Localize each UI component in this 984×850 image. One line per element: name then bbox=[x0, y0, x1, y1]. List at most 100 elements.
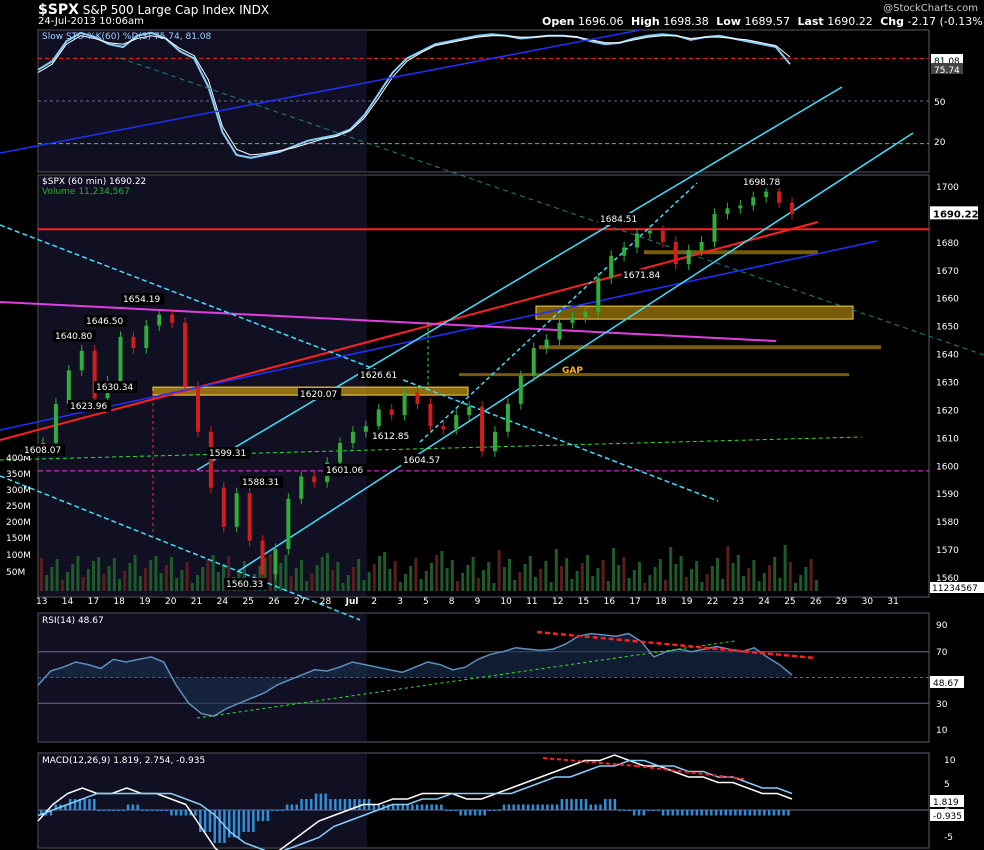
price-annotation: 1623.96 bbox=[70, 402, 107, 412]
macd-hist-bar bbox=[199, 810, 202, 832]
volume-bar bbox=[274, 571, 277, 591]
macd-hist-bar bbox=[681, 810, 684, 816]
volume-bar bbox=[144, 568, 147, 591]
price-annotation: 1646.50 bbox=[86, 317, 123, 327]
candle-body bbox=[260, 540, 265, 575]
volume-bar bbox=[164, 565, 168, 591]
macd-hist-bar bbox=[391, 804, 395, 810]
x-tick-label: 12 bbox=[552, 597, 563, 607]
candle-body bbox=[738, 205, 743, 209]
macd-hist-bar bbox=[93, 799, 96, 810]
macd-hist-bar bbox=[242, 810, 245, 832]
volume-bar bbox=[539, 569, 543, 591]
volume-bar bbox=[778, 578, 782, 591]
price-annotation: 1599.31 bbox=[209, 449, 246, 459]
candle-body bbox=[363, 426, 368, 432]
candle-body bbox=[492, 431, 497, 452]
annotation-bg bbox=[224, 578, 268, 590]
annotation-bg bbox=[68, 400, 112, 412]
volume-bar bbox=[580, 563, 584, 591]
candle-body bbox=[299, 476, 304, 499]
volume-bar bbox=[263, 558, 267, 591]
volume-bar bbox=[128, 563, 132, 591]
x-tick-label: 26 bbox=[810, 597, 822, 607]
volume-tick-label: 350M bbox=[6, 470, 31, 480]
volume-bar bbox=[809, 559, 813, 591]
candle-body bbox=[570, 317, 575, 323]
rsi-tick-label: 90 bbox=[936, 621, 948, 631]
volume-bar bbox=[742, 576, 745, 591]
volume-bar bbox=[289, 576, 293, 591]
candle-body bbox=[415, 392, 420, 404]
macd-hist-bar bbox=[647, 810, 650, 811]
volume-bar bbox=[544, 561, 548, 591]
macd-hist-bar bbox=[637, 810, 641, 816]
x-tick-label: 26 bbox=[268, 597, 280, 607]
candle-body bbox=[505, 403, 510, 432]
macd-hist-bar bbox=[618, 810, 621, 811]
candle-body bbox=[389, 409, 394, 416]
macd-value-label: 1.819 bbox=[933, 798, 959, 808]
candle-body bbox=[247, 493, 252, 541]
cyan-dashed-inner bbox=[419, 182, 698, 443]
macd-hist-bar bbox=[78, 799, 82, 810]
macd-hist-bar bbox=[406, 804, 409, 810]
volume-bar bbox=[768, 565, 771, 591]
sto-last-box bbox=[931, 63, 963, 74]
volume-bar bbox=[196, 575, 199, 591]
x-tick-label: 10 bbox=[500, 597, 512, 607]
candle-body bbox=[480, 406, 485, 452]
macd-hist-bar bbox=[710, 810, 713, 816]
volume-bar bbox=[814, 580, 818, 591]
macd-hist-bar bbox=[464, 810, 467, 816]
volume-bar bbox=[320, 557, 324, 591]
macd-hist-bar bbox=[522, 804, 525, 810]
volume-bar bbox=[508, 559, 511, 591]
macd-hist-bar bbox=[777, 810, 781, 816]
macd-hist-bar bbox=[666, 810, 670, 816]
candle-body bbox=[79, 350, 84, 371]
macd-hist-bar bbox=[319, 793, 323, 810]
macd-hist-bar bbox=[555, 804, 559, 810]
volume-bar bbox=[549, 582, 553, 591]
price-tick-label: 1580 bbox=[936, 518, 959, 528]
last-value: 1690.22 bbox=[827, 15, 873, 28]
price-tick-label: 1650 bbox=[936, 323, 959, 333]
low-label: Low bbox=[716, 15, 741, 28]
macd-hist-bar bbox=[271, 810, 274, 811]
macd-hist-bar bbox=[97, 810, 101, 811]
volume-bar bbox=[170, 557, 173, 591]
low-value: 1689.57 bbox=[744, 15, 790, 28]
macd-hist-bar bbox=[507, 804, 511, 810]
macd-title: MACD(12,26,9) 1.819, 2.754, -0.935 bbox=[42, 756, 205, 766]
volume-bar bbox=[752, 560, 756, 591]
candle-body bbox=[118, 336, 123, 382]
x-tick-label: 31 bbox=[887, 597, 898, 607]
macd-hist-bar bbox=[107, 810, 110, 811]
macd-hist-bar bbox=[324, 793, 327, 810]
x-tick-label: 18 bbox=[655, 597, 667, 607]
macd-hist-bar bbox=[676, 810, 679, 816]
x-tick-label: 17 bbox=[629, 597, 640, 607]
volume-bar bbox=[81, 577, 85, 591]
macd-hist-bar bbox=[459, 810, 462, 816]
annotation-bg bbox=[324, 464, 368, 476]
volume-bar bbox=[60, 580, 64, 591]
x-tick-label: 2 bbox=[371, 597, 377, 607]
macd-hist-bar bbox=[247, 810, 250, 832]
candle-body bbox=[454, 415, 459, 429]
volume-bar bbox=[497, 550, 501, 591]
volume-bar bbox=[747, 568, 751, 591]
x-tick-label: 14 bbox=[62, 597, 74, 607]
volume-bar bbox=[570, 579, 574, 591]
candle-body bbox=[699, 241, 704, 251]
macd-hist-bar bbox=[49, 810, 53, 816]
volume-bar bbox=[66, 572, 69, 591]
candle-body bbox=[183, 322, 188, 388]
volume-bar bbox=[653, 567, 657, 591]
macd-hist-bar bbox=[170, 810, 173, 816]
volume-bar bbox=[149, 560, 153, 591]
volume-bar bbox=[560, 566, 563, 591]
volume-bar bbox=[695, 561, 699, 591]
volume-bar bbox=[690, 569, 693, 591]
